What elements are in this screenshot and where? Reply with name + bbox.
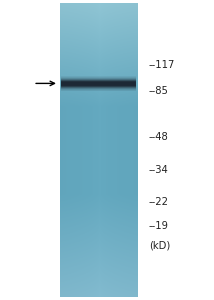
Text: --22: --22	[149, 196, 169, 207]
Text: --19: --19	[149, 220, 169, 231]
Text: --34: --34	[149, 165, 168, 175]
Text: --48: --48	[149, 131, 168, 142]
Text: (kD): (kD)	[149, 241, 170, 251]
Text: --117: --117	[149, 59, 175, 70]
Text: --85: --85	[149, 86, 169, 97]
